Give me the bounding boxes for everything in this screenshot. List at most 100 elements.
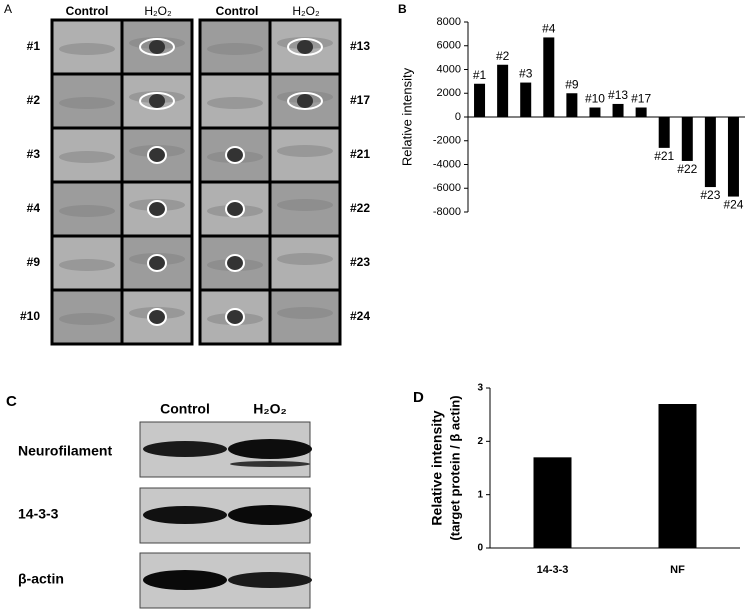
- bar: [704, 117, 716, 188]
- y-tick-label: -8000: [433, 206, 461, 218]
- y-tick-label: 0: [477, 543, 483, 554]
- bar-label: #22: [677, 162, 697, 176]
- bar-label: #3: [519, 67, 533, 81]
- spot-circle: [147, 200, 167, 218]
- spot: [149, 148, 165, 162]
- bar-label: #9: [565, 77, 579, 91]
- spot-label: #4: [27, 201, 41, 215]
- spot-label: #22: [350, 201, 370, 215]
- panel-label: C: [6, 393, 17, 410]
- spot-circle: [147, 308, 167, 326]
- spot: [227, 256, 243, 270]
- smear: [277, 145, 333, 157]
- column-label: Control: [66, 4, 109, 18]
- spot-circle: [139, 38, 175, 56]
- spot: [227, 202, 243, 216]
- smear: [59, 259, 115, 271]
- spot-circle: [225, 308, 245, 326]
- bar: [474, 83, 486, 117]
- column-label: H₂O₂: [292, 4, 320, 18]
- y-tick-label: -2000: [433, 135, 461, 147]
- panel-label: A: [4, 2, 12, 16]
- smear: [277, 253, 333, 265]
- smear: [277, 307, 333, 319]
- y-tick-label: 6000: [437, 40, 461, 52]
- gel-frame: [50, 18, 194, 346]
- y-tick-label: -6000: [433, 182, 461, 194]
- column-label: H₂O₂: [144, 4, 172, 18]
- row-label: β-actin: [18, 571, 64, 587]
- bar-label: #23: [700, 188, 720, 202]
- spot: [149, 94, 165, 108]
- spot: [297, 94, 313, 108]
- bar: [658, 117, 670, 148]
- panel-label: B: [398, 2, 407, 16]
- bar-label: #4: [542, 22, 556, 36]
- y-axis-label: Relative intensity: [429, 410, 445, 525]
- spot-circle: [139, 92, 175, 110]
- bar-label: #24: [723, 198, 743, 212]
- y-tick-label: 2: [477, 436, 483, 447]
- smear: [59, 151, 115, 163]
- y-tick-label: 1: [477, 489, 483, 500]
- bar: [589, 107, 601, 117]
- spot: [297, 40, 313, 54]
- band: [228, 439, 312, 459]
- band: [143, 570, 227, 590]
- smear: [207, 97, 263, 109]
- band: [143, 506, 227, 524]
- y-tick-label: -4000: [433, 158, 461, 170]
- y-tick-label: 2000: [437, 87, 461, 99]
- spot-label: #9: [27, 255, 41, 269]
- band: [230, 461, 310, 467]
- spot: [149, 40, 165, 54]
- spot-label: #3: [27, 147, 41, 161]
- bar: [612, 103, 624, 117]
- smear: [207, 43, 263, 55]
- bar: [566, 93, 578, 117]
- smear: [59, 97, 115, 109]
- spot-circle: [287, 38, 323, 56]
- spot-label: #23: [350, 255, 370, 269]
- spot-label: #17: [350, 93, 370, 107]
- y-axis-label: Relative intensity: [399, 67, 414, 166]
- gel-frame: [198, 18, 342, 346]
- bar-label: #13: [608, 88, 628, 102]
- smear: [59, 43, 115, 55]
- y-tick-label: 3: [477, 383, 483, 394]
- spot-circle: [225, 254, 245, 272]
- spot-label: #13: [350, 39, 370, 53]
- bar: [543, 37, 555, 117]
- spot-label: #2: [27, 93, 41, 107]
- bar: [727, 117, 739, 197]
- band: [143, 441, 227, 457]
- bar: [497, 64, 509, 117]
- smear: [59, 205, 115, 217]
- y-axis-label: (target protein / β actin): [447, 395, 462, 540]
- bar: [533, 457, 572, 548]
- spot: [227, 310, 243, 324]
- bar-label: #2: [496, 49, 510, 63]
- bar-label: #1: [473, 68, 487, 82]
- band: [228, 572, 312, 588]
- bar: [658, 404, 697, 548]
- column-label: H₂O₂: [253, 401, 286, 417]
- spot: [149, 310, 165, 324]
- spot-circle: [287, 92, 323, 110]
- spot-label: #1: [27, 39, 41, 53]
- band: [228, 505, 312, 525]
- bar-label: #10: [585, 92, 605, 106]
- row-label: Neurofilament: [18, 443, 112, 459]
- spot-circle: [225, 146, 245, 164]
- spot-label: #10: [20, 309, 40, 323]
- column-label: Control: [160, 401, 210, 417]
- bar-label: #17: [631, 92, 651, 106]
- row-label: 14-3-3: [18, 506, 59, 522]
- column-label: Control: [216, 4, 259, 18]
- smear: [277, 199, 333, 211]
- bar: [520, 82, 532, 117]
- x-tick-label: NF: [670, 564, 685, 576]
- panel-label: D: [413, 389, 424, 406]
- spot: [149, 202, 165, 216]
